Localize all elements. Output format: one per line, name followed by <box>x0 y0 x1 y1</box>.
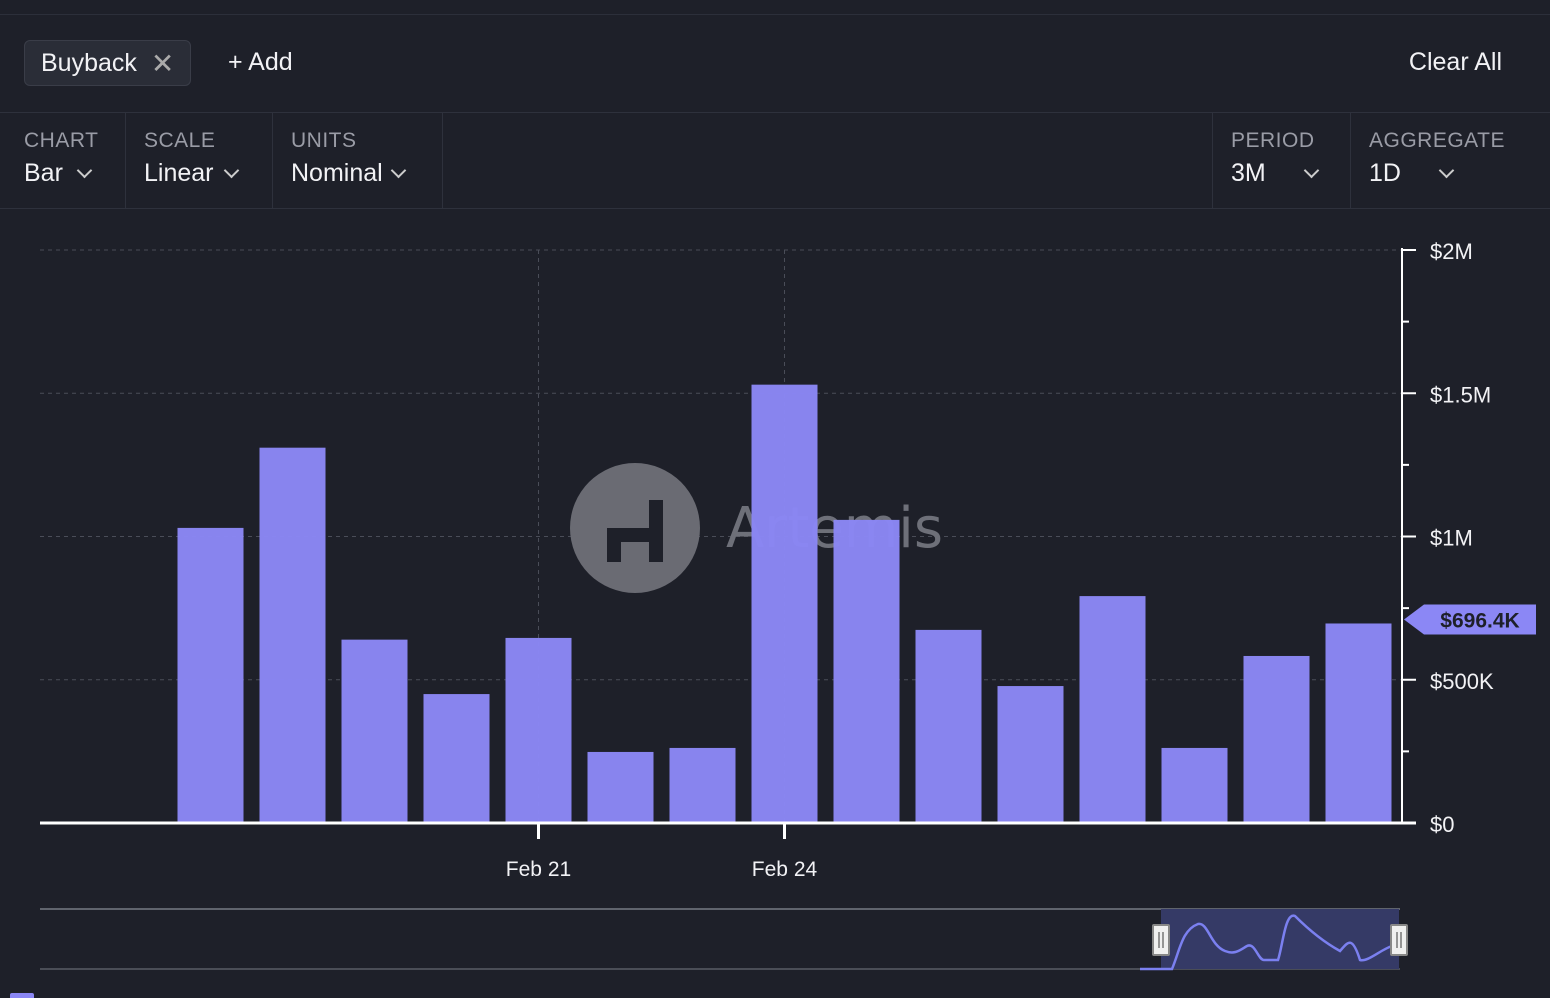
legend-swatch <box>10 993 34 998</box>
bar-mar-3 <box>1325 623 1392 823</box>
x-tick-label: Feb 24 <box>752 858 818 881</box>
bar-feb-25 <box>833 519 900 823</box>
navigator-sparkline <box>1140 914 1393 971</box>
y-tick-label: $1M <box>1430 526 1473 551</box>
clear-all-button[interactable]: Clear All <box>1408 48 1502 76</box>
y-tick-label: $2M <box>1430 239 1473 264</box>
bar-feb-22 <box>587 751 654 823</box>
grip-icon <box>1158 932 1164 948</box>
control-label: UNITS <box>291 129 357 152</box>
drag-handle-icon <box>1152 924 1170 956</box>
navigator-left-handle[interactable] <box>1152 924 1170 956</box>
bar-feb-28 <box>1079 596 1146 823</box>
navigator-right-handle[interactable] <box>1390 924 1408 956</box>
add-button[interactable]: + Add <box>228 48 293 76</box>
control-value: 3M <box>1231 159 1266 187</box>
x-tick-label: Feb 21 <box>506 858 571 881</box>
units-select[interactable]: UNITS Nominal <box>273 113 443 208</box>
y-tick-label: $0 <box>1430 812 1454 837</box>
close-icon[interactable]: ✕ <box>150 47 175 79</box>
chip-label: Buyback <box>41 48 137 77</box>
filter-chip-buyback[interactable]: Buyback ✕ <box>24 40 192 86</box>
bar-feb-19 <box>341 639 408 823</box>
last-value-tag <box>1404 604 1536 635</box>
range-navigator <box>40 908 1408 971</box>
filter-bar: Buyback ✕ + Add Clear All <box>0 15 1550 113</box>
bar-feb-18 <box>259 447 326 823</box>
bar-feb-26 <box>915 629 982 823</box>
drag-handle-icon <box>1390 924 1408 956</box>
bar-mar-2 <box>1243 655 1310 823</box>
y-tick-label: $1.5M <box>1430 382 1491 407</box>
period-select[interactable]: PERIOD 3M <box>1212 113 1350 208</box>
control-value: Linear <box>144 159 214 187</box>
chart-controls: CHART Bar SCALE Linear UNITS Nominal PER… <box>0 113 1550 209</box>
bar-feb-24 <box>751 384 818 823</box>
bar-feb-27 <box>997 686 1064 823</box>
bar-feb-23 <box>669 747 736 823</box>
control-label: PERIOD <box>1231 129 1315 152</box>
scale-select[interactable]: SCALE Linear <box>126 113 273 208</box>
watermark-logo-glyph <box>621 500 649 528</box>
control-label: SCALE <box>144 129 216 152</box>
control-label: AGGREGATE <box>1369 129 1505 152</box>
chart-type-select[interactable]: CHART Bar <box>0 113 126 208</box>
grip-icon <box>1396 932 1402 948</box>
control-value: Bar <box>24 159 63 187</box>
control-value: Nominal <box>291 159 383 187</box>
bar-mar-1 <box>1161 747 1228 823</box>
bar-feb-20 <box>423 694 490 823</box>
bar-feb-21 <box>505 637 572 823</box>
y-tick-label: $500K <box>1430 669 1494 694</box>
top-divider <box>0 14 1550 15</box>
aggregate-select[interactable]: AGGREGATE 1D <box>1350 113 1550 208</box>
control-value: 1D <box>1369 159 1401 187</box>
last-value-label: $696.4K <box>1440 609 1519 632</box>
control-label: CHART <box>24 129 99 152</box>
bar-feb-17 <box>177 527 244 823</box>
